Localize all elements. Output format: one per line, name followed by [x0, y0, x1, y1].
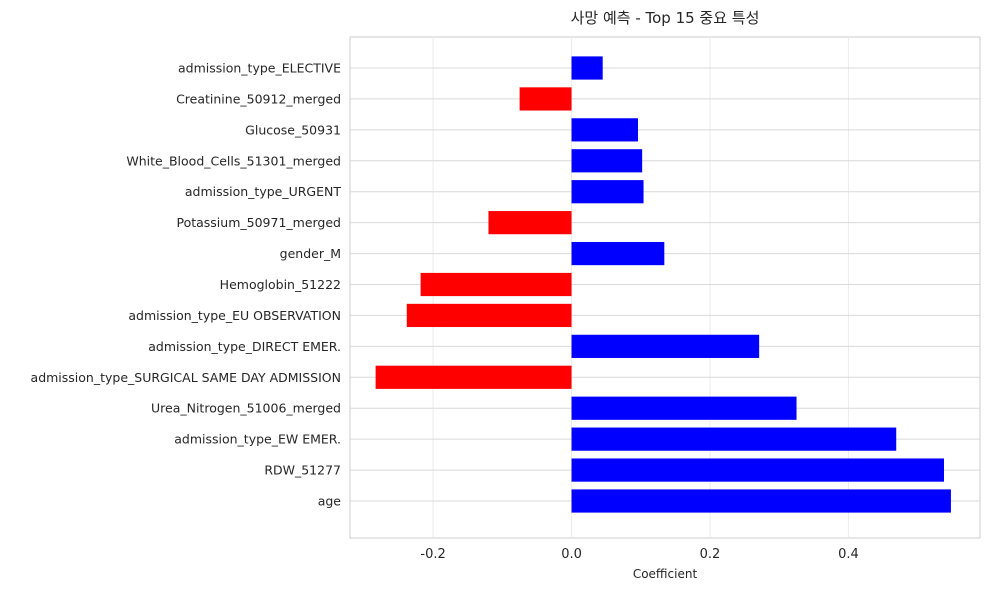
bar [375, 365, 572, 389]
plot-area: -0.2 0.0 0.2 0.4 admission_type_ELECTIVE Crea… [31, 36, 981, 562]
bar [519, 87, 572, 111]
x-tick-label: 0.4 [838, 547, 859, 562]
category-label: Glucose_50931 [245, 122, 341, 137]
bar [571, 149, 643, 173]
category-label: gender_M [280, 246, 341, 261]
category-label: admission_type_ELECTIVE [178, 61, 341, 76]
category-label: admission_type_EU OBSERVATION [128, 308, 341, 323]
bar [571, 489, 951, 513]
category-label: admission_type_DIRECT EMER. [148, 339, 341, 354]
bar [571, 427, 897, 451]
bar [406, 303, 572, 328]
category-label: RDW_51277 [264, 463, 341, 478]
category-label: admission_type_URGENT [185, 184, 342, 199]
bar [488, 211, 572, 235]
bar [571, 241, 665, 266]
category-label: Urea_Nitrogen_51006_merged [151, 401, 341, 416]
bar [571, 118, 638, 142]
bar [571, 180, 644, 204]
x-tick-label: -0.2 [420, 547, 445, 562]
category-label: White_Blood_Cells_51301_merged [126, 153, 341, 168]
chart-title: 사망 예측 - Top 15 중요 특성 [571, 9, 760, 27]
category-label: Creatinine_50912_merged [176, 91, 341, 106]
bar [571, 458, 944, 482]
category-label: admission_type_SURGICAL SAME DAY ADMISSI… [31, 370, 341, 385]
x-tick-label: 0.0 [561, 547, 582, 562]
bar [420, 272, 572, 297]
x-axis-title: Coefficient [633, 567, 698, 581]
bar [571, 56, 603, 80]
category-label: Hemoglobin_51222 [220, 277, 341, 292]
bar [571, 396, 797, 420]
category-label: Potassium_50971_merged [176, 215, 341, 230]
category-label: age [318, 494, 342, 509]
x-tick-label: 0.2 [700, 547, 721, 562]
bar [571, 334, 760, 358]
category-label: admission_type_EW EMER. [174, 432, 341, 447]
